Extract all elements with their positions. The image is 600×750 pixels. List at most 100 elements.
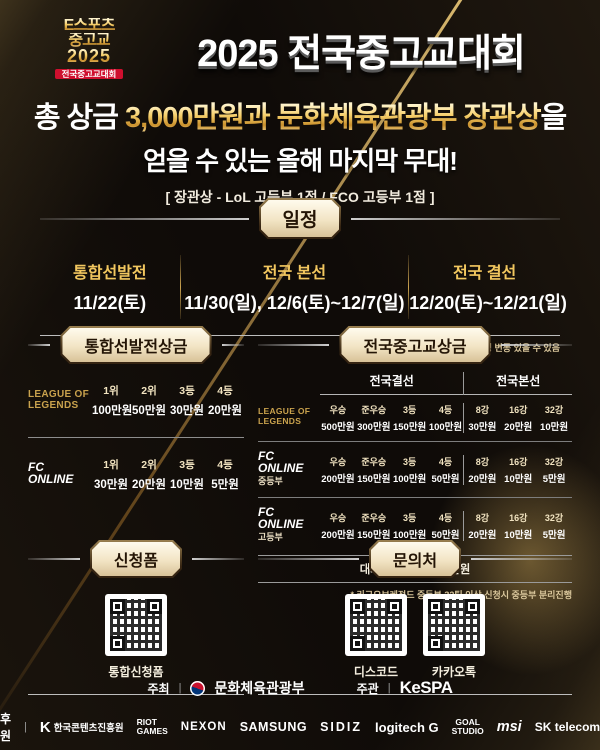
fc-online-logo: FC ONLINE: [28, 460, 74, 486]
schedule-columns: 통합선발전 11/22(토) 전국 본선 11/30(일), 12/6(토)~1…: [40, 255, 567, 319]
prize-value: 50만원: [431, 473, 460, 485]
rank-label: 2위: [141, 385, 157, 397]
separator: |: [178, 682, 182, 694]
prize-value: 100만원: [92, 405, 133, 417]
prize-value: 50만원: [132, 405, 166, 417]
schedule-badge: 일정: [259, 198, 342, 239]
rank-label: 8강: [475, 512, 489, 523]
contact-qr-item: 카카오톡: [423, 594, 485, 680]
prize-value: 10만원: [504, 529, 533, 541]
prize-cell: 1위 30만원: [92, 457, 130, 492]
rank-label: 2위: [141, 459, 157, 471]
prize-cell: 8강 30만원: [464, 403, 500, 433]
prize-cell: 3등 30만원: [168, 383, 206, 418]
logo-line-1: E스포츠: [28, 17, 150, 33]
separator: |: [23, 721, 27, 733]
schedule-col-label: 전국 결선: [452, 265, 517, 282]
divider-line: [221, 344, 245, 346]
rank-label: 4등: [438, 512, 453, 523]
kakaotalk-qr-code[interactable]: [423, 594, 485, 656]
table-row: LEAGUE OF LEGENDS 우승 500만원 준우승 300만원 3등 150…: [258, 395, 572, 442]
prize-value: 10만원: [504, 473, 533, 485]
prize-cell: 16강 10만원: [500, 511, 536, 541]
host-organizer-row: 주최 | 문화체육관광부 주관 | KeSPA: [0, 678, 600, 698]
rank-label: 4등: [217, 385, 233, 397]
contact-header: 문의처: [258, 540, 573, 578]
rank-label: 4등: [438, 405, 453, 415]
apply-form-qr-code[interactable]: [105, 594, 167, 656]
qr-finder: [350, 636, 365, 651]
prize-cell: 준우승 300만원: [356, 403, 392, 433]
prize-cell: 32강 5만원: [536, 455, 572, 485]
schedule-col-date: 11/30(일), 12/6(토)~12/7(일): [184, 293, 405, 313]
rank-label: 준우승: [361, 512, 387, 523]
rank-label: 8강: [475, 405, 489, 415]
kocca-name: 한국콘텐츠진흥원: [53, 723, 124, 734]
prize-value: 5만원: [542, 473, 566, 485]
kocca-logo: K 한국콘텐츠진흥원: [40, 719, 124, 736]
national-prize-badge-label: 전국중고교상금: [341, 328, 488, 362]
logo-red-badge: 전국중고교대회: [54, 69, 124, 80]
kocca-k-icon: K: [39, 718, 51, 736]
rank-label: 16강: [509, 456, 528, 467]
rank-label: 8강: [475, 456, 489, 467]
kakaotalk-qr-label: 카카오톡: [431, 665, 477, 679]
game-cell: LEAGUE OF LEGENDS: [28, 389, 92, 413]
apply-block: 신청폼 통합신청폼: [28, 540, 245, 695]
qr-finder: [428, 599, 443, 614]
apply-badge: 신청폼: [90, 540, 182, 578]
headline-white-prefix: 총 상금: [33, 102, 125, 134]
prize-value: 200만원: [321, 529, 355, 541]
samsung-logo: SAMSUNG: [239, 720, 308, 734]
divider-line: [258, 344, 330, 346]
prize-value: 100만원: [392, 529, 427, 541]
rank-label: 4등: [217, 459, 233, 471]
vertical-divider: [179, 255, 181, 319]
national-prize-header: 전국중고교상금: [258, 326, 573, 364]
contact-badge: 문의처: [369, 540, 461, 578]
game-name: FC ONLINE: [258, 449, 304, 475]
prize-value: 100만원: [428, 422, 463, 433]
rank-label: 16강: [509, 405, 528, 415]
rank-label: 3등: [179, 459, 195, 471]
headline-line-2: 얻을 수 있는 올해 마지막 무대!: [143, 146, 458, 176]
prize-cell: 32강 5만원: [536, 511, 572, 541]
prize-cell: 16강 10만원: [500, 455, 536, 485]
host-label: 주최: [147, 681, 170, 696]
fc-online-logo: FC ONLINE 중등부: [258, 450, 312, 486]
schedule-col-mains: 전국 본선 11/30(일), 12/6(토)~12/7(일): [181, 255, 409, 319]
prize-cell: 4등 5만원: [206, 457, 244, 492]
headline-gold-text: 3,000만원과 문화체육관광부 장관상: [124, 102, 542, 134]
prize-value: 10만원: [540, 422, 569, 433]
discord-qr-code[interactable]: [345, 594, 407, 656]
separator: |: [387, 682, 391, 694]
league-of-legends-logo: LEAGUE OF LEGENDS: [258, 406, 311, 426]
rank-label: 3등: [179, 385, 195, 397]
prize-cell: 3등 100만원: [392, 455, 428, 485]
rank-label: 1위: [103, 459, 119, 471]
header: E스포츠 중고교 2025 전국중고교대회 2025 전국중고교대회: [28, 10, 572, 88]
rank-label: 준우승: [361, 456, 387, 467]
prize-value: 200만원: [321, 473, 355, 485]
prize-value: 30만원: [170, 405, 204, 417]
rank-label: 16강: [509, 512, 528, 523]
prize-cell: 준우승 150만원: [356, 511, 392, 541]
prize-cell: 1위 100만원: [92, 383, 133, 418]
selection-prize-block: 통합선발전상금 LEAGUE OF LEGENDS 1위 100만원 2위 50…: [28, 326, 245, 601]
divider-line: [351, 217, 560, 220]
prize-value: 30만원: [94, 479, 128, 491]
sponsor-row: 후원 | K 한국콘텐츠진흥원 RIOT GAMES NEXON SAMSUNG …: [0, 710, 600, 744]
prize-value: 50만원: [431, 529, 460, 541]
division-label: 고등부: [258, 532, 283, 542]
table-row: FC ONLINE 중등부 우승 200만원 준우승 150만원 3등 100만원 4등…: [258, 442, 572, 498]
rank-label: 3등: [403, 405, 417, 415]
rank-label: 준우승: [361, 405, 387, 415]
mains-cells: 8강 30만원 16강 20만원 32강 10만원: [463, 403, 572, 433]
divider-line: [40, 335, 560, 336]
prize-cell: 우승 200만원: [320, 511, 356, 541]
kespa-logo: KeSPA: [399, 678, 453, 697]
sponsor-label: 후원: [0, 712, 11, 743]
schedule-col-label: 통합선발전: [73, 265, 147, 282]
qr-finder: [110, 599, 125, 614]
schedule-col-date: 12/20(토)~12/21(일): [409, 293, 567, 313]
